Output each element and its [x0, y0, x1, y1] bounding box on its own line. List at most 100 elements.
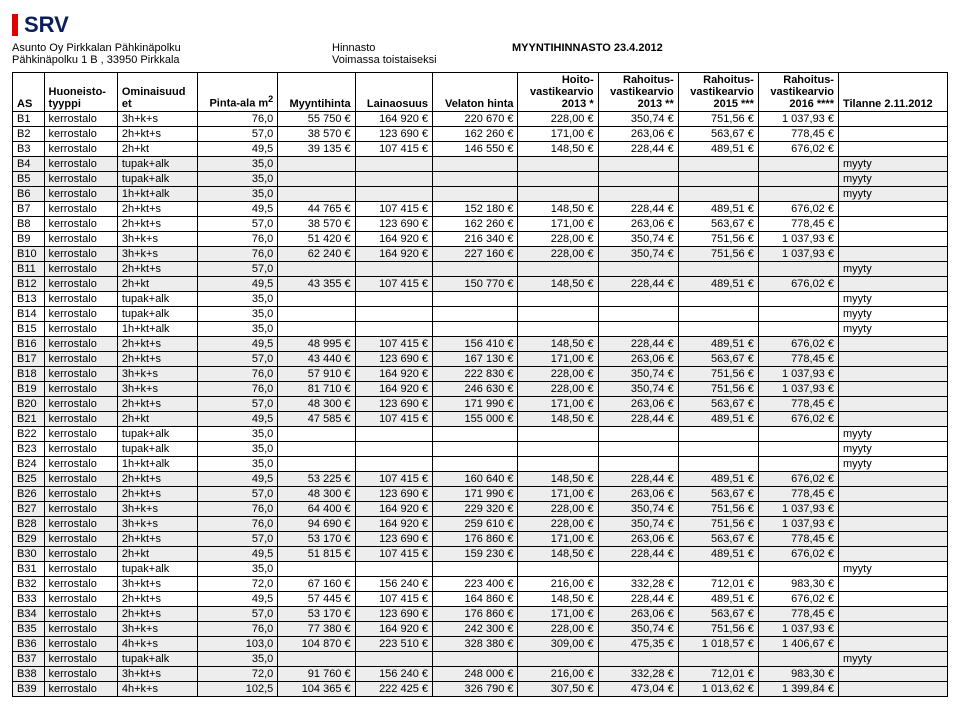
- cell-tilanne: [838, 397, 947, 412]
- cell-pinta: 35,0: [197, 307, 277, 322]
- cell-as: B1: [13, 112, 45, 127]
- column-header-huoneisto: Huoneisto-tyyppi: [44, 73, 117, 112]
- cell-r2016: 983,30 €: [758, 667, 838, 682]
- cell-as: B2: [13, 127, 45, 142]
- cell-r2016: 676,02 €: [758, 202, 838, 217]
- cell-as: B12: [13, 277, 45, 292]
- cell-myyntihinta: 39 135 €: [278, 142, 355, 157]
- cell-myyntihinta: 67 160 €: [278, 577, 355, 592]
- cell-myyntihinta: 48 995 €: [278, 337, 355, 352]
- document-header: Asunto Oy Pirkkalan Pähkinäpolku Pähkinä…: [12, 42, 948, 66]
- cell-r2015: [678, 442, 758, 457]
- cell-omin: 2h+kt+s: [117, 202, 197, 217]
- table-body: B1kerrostalo3h+k+s76,055 750 €164 920 €2…: [13, 112, 948, 697]
- cell-r2013: 228,44 €: [598, 412, 678, 427]
- cell-omin: 3h+k+s: [117, 367, 197, 382]
- cell-r2016: 676,02 €: [758, 337, 838, 352]
- cell-tilanne: myyty: [838, 307, 947, 322]
- cell-pinta: 35,0: [197, 457, 277, 472]
- cell-pinta: 57,0: [197, 532, 277, 547]
- cell-myyntihinta: 38 570 €: [278, 217, 355, 232]
- cell-r2015: 1 013,62 €: [678, 682, 758, 697]
- table-row: B32kerrostalo3h+kt+s72,067 160 €156 240 …: [13, 577, 948, 592]
- cell-velaton: [433, 457, 518, 472]
- cell-tilanne: [838, 277, 947, 292]
- cell-tilanne: [838, 472, 947, 487]
- pricing-table: ASHuoneisto-tyyppiOminaisuudetPinta-ala …: [12, 72, 948, 697]
- cell-tilanne: [838, 502, 947, 517]
- cell-r2016: [758, 307, 838, 322]
- cell-r2013: [598, 562, 678, 577]
- cell-r2013: 228,44 €: [598, 472, 678, 487]
- cell-as: B4: [13, 157, 45, 172]
- cell-pinta: 35,0: [197, 442, 277, 457]
- cell-tilanne: [838, 112, 947, 127]
- cell-hoito: 216,00 €: [518, 577, 598, 592]
- cell-huoneisto: kerrostalo: [44, 292, 117, 307]
- cell-tilanne: [838, 577, 947, 592]
- cell-lainaosuus: 164 920 €: [355, 502, 432, 517]
- cell-r2015: 751,56 €: [678, 367, 758, 382]
- cell-omin: 2h+kt: [117, 277, 197, 292]
- cell-lainaosuus: 107 415 €: [355, 202, 432, 217]
- cell-tilanne: [838, 682, 947, 697]
- cell-as: B28: [13, 517, 45, 532]
- cell-velaton: [433, 322, 518, 337]
- cell-pinta: 49,5: [197, 592, 277, 607]
- cell-huoneisto: kerrostalo: [44, 577, 117, 592]
- cell-velaton: 222 830 €: [433, 367, 518, 382]
- cell-as: B34: [13, 607, 45, 622]
- column-header-pinta: Pinta-ala m2: [197, 73, 277, 112]
- cell-hoito: 171,00 €: [518, 487, 598, 502]
- table-row: B19kerrostalo3h+k+s76,081 710 €164 920 €…: [13, 382, 948, 397]
- cell-lainaosuus: 107 415 €: [355, 547, 432, 562]
- cell-huoneisto: kerrostalo: [44, 142, 117, 157]
- cell-omin: 2h+kt+s: [117, 217, 197, 232]
- cell-r2015: 489,51 €: [678, 592, 758, 607]
- cell-lainaosuus: 123 690 €: [355, 352, 432, 367]
- cell-r2016: 778,45 €: [758, 487, 838, 502]
- cell-as: B38: [13, 667, 45, 682]
- cell-hoito: [518, 322, 598, 337]
- cell-myyntihinta: [278, 172, 355, 187]
- cell-huoneisto: kerrostalo: [44, 202, 117, 217]
- cell-hoito: 216,00 €: [518, 667, 598, 682]
- cell-r2016: 1 037,93 €: [758, 247, 838, 262]
- cell-r2015: 489,51 €: [678, 202, 758, 217]
- cell-hoito: 171,00 €: [518, 352, 598, 367]
- cell-myyntihinta: [278, 292, 355, 307]
- cell-velaton: [433, 442, 518, 457]
- table-row: B16kerrostalo2h+kt+s49,548 995 €107 415 …: [13, 337, 948, 352]
- cell-omin: tupak+alk: [117, 307, 197, 322]
- column-header-r2016: Rahoitus-vastikearvio2016 ****: [758, 73, 838, 112]
- cell-pinta: 35,0: [197, 652, 277, 667]
- table-row: B15kerrostalo1h+kt+alk35,0myyty: [13, 322, 948, 337]
- cell-r2013: 263,06 €: [598, 352, 678, 367]
- table-row: B37kerrostalotupak+alk35,0myyty: [13, 652, 948, 667]
- cell-hoito: 148,50 €: [518, 202, 598, 217]
- cell-pinta: 49,5: [197, 472, 277, 487]
- cell-huoneisto: kerrostalo: [44, 127, 117, 142]
- cell-tilanne: [838, 412, 947, 427]
- cell-huoneisto: kerrostalo: [44, 232, 117, 247]
- cell-pinta: 57,0: [197, 352, 277, 367]
- cell-as: B18: [13, 367, 45, 382]
- cell-omin: 3h+k+s: [117, 232, 197, 247]
- table-row: B21kerrostalo2h+kt49,547 585 €107 415 €1…: [13, 412, 948, 427]
- cell-pinta: 76,0: [197, 112, 277, 127]
- cell-r2013: 350,74 €: [598, 232, 678, 247]
- column-header-tilanne: Tilanne 2.11.2012: [838, 73, 947, 112]
- cell-myyntihinta: 91 760 €: [278, 667, 355, 682]
- cell-tilanne: myyty: [838, 652, 947, 667]
- cell-as: B9: [13, 232, 45, 247]
- cell-pinta: 35,0: [197, 322, 277, 337]
- cell-tilanne: [838, 202, 947, 217]
- cell-r2016: 778,45 €: [758, 532, 838, 547]
- table-row: B24kerrostalo1h+kt+alk35,0myyty: [13, 457, 948, 472]
- cell-lainaosuus: [355, 262, 432, 277]
- cell-velaton: 223 400 €: [433, 577, 518, 592]
- cell-r2015: 489,51 €: [678, 547, 758, 562]
- cell-lainaosuus: 107 415 €: [355, 412, 432, 427]
- table-row: B14kerrostalotupak+alk35,0myyty: [13, 307, 948, 322]
- cell-tilanne: [838, 382, 947, 397]
